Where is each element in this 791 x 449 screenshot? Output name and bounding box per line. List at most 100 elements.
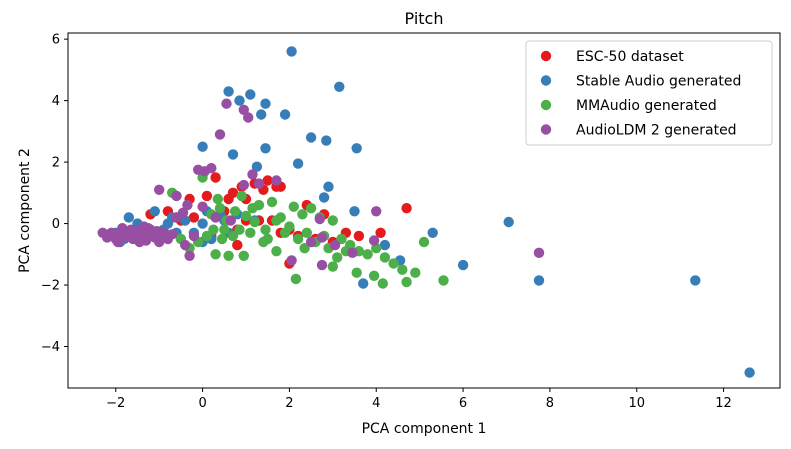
data-point <box>271 175 282 186</box>
data-point <box>349 206 360 217</box>
data-point <box>314 213 325 225</box>
data-point <box>240 210 252 222</box>
data-point <box>154 184 165 195</box>
data-point <box>379 252 391 263</box>
data-point <box>351 143 362 154</box>
data-point <box>266 196 278 208</box>
legend-label: AudioLDM 2 generated <box>576 123 737 139</box>
data-point <box>336 233 347 245</box>
data-point <box>245 227 256 238</box>
series-3 <box>97 98 545 271</box>
data-point <box>418 236 430 248</box>
data-point <box>316 259 328 271</box>
chart-title: Pitch <box>405 9 444 28</box>
data-point <box>249 216 260 228</box>
y-tick-label: −4 <box>41 340 60 355</box>
data-point <box>214 203 226 214</box>
data-point <box>297 209 308 220</box>
data-point <box>260 143 271 154</box>
data-point <box>134 236 145 248</box>
y-tick-label: 2 <box>52 156 60 171</box>
data-point <box>401 276 412 288</box>
x-tick-label: 0 <box>198 396 206 411</box>
data-point <box>305 203 317 214</box>
data-point <box>149 206 160 217</box>
data-point <box>182 199 193 211</box>
data-point <box>292 158 304 169</box>
data-point <box>167 229 178 240</box>
data-point <box>210 249 221 260</box>
x-tick-label: 8 <box>546 396 554 411</box>
legend-marker <box>540 124 552 135</box>
data-point <box>151 226 163 237</box>
data-point <box>410 267 421 278</box>
data-point <box>286 46 297 57</box>
data-point <box>457 259 469 271</box>
data-point <box>251 161 263 172</box>
legend-label: MMAudio generated <box>576 98 717 114</box>
data-point <box>275 212 286 223</box>
data-point <box>256 109 267 120</box>
y-tick-label: −2 <box>41 279 60 294</box>
plot-frame <box>67 32 781 389</box>
legend-label: ESC-50 dataset <box>576 49 684 65</box>
data-point <box>329 239 341 251</box>
data-point <box>238 250 249 261</box>
legend-marker <box>540 75 552 86</box>
data-point <box>438 275 449 286</box>
data-point <box>286 255 297 266</box>
data-point <box>232 239 243 251</box>
data-point <box>219 224 230 235</box>
data-point <box>210 172 221 183</box>
data-point <box>253 178 265 189</box>
x-tick-label: 2 <box>285 396 293 411</box>
data-point <box>199 166 210 177</box>
x-tick-label: 6 <box>459 396 467 411</box>
data-point <box>247 169 258 180</box>
data-point <box>260 98 271 109</box>
data-point <box>229 206 241 217</box>
data-point <box>377 278 388 289</box>
data-point <box>171 190 182 202</box>
data-point <box>197 218 208 229</box>
data-point <box>112 236 124 248</box>
y-axis: −4 −2 0 2 4 6 <box>41 33 68 355</box>
x-tick-label: 4 <box>372 396 380 411</box>
data-point <box>379 239 391 251</box>
data-point <box>117 223 128 234</box>
data-point <box>208 224 219 235</box>
data-point <box>197 141 208 152</box>
data-point <box>368 235 380 246</box>
data-point <box>284 221 295 232</box>
y-tick-label: 0 <box>52 217 60 232</box>
data-point <box>234 95 245 106</box>
data-point <box>123 212 134 223</box>
data-point <box>210 212 221 223</box>
legend-marker <box>540 50 552 62</box>
data-point <box>321 135 332 146</box>
legend-label: Stable Audio generated <box>576 74 741 90</box>
data-point <box>327 215 338 226</box>
data-point <box>503 216 514 228</box>
data-point <box>316 232 328 243</box>
data-point <box>197 201 208 212</box>
data-point <box>236 190 247 202</box>
data-point <box>358 278 369 289</box>
data-point <box>690 275 701 286</box>
data-point <box>227 230 239 242</box>
data-point <box>271 246 282 257</box>
x-axis-label: PCA component 1 <box>362 421 487 437</box>
data-point <box>299 243 310 254</box>
data-point <box>388 258 399 269</box>
y-tick-label: 4 <box>52 94 60 109</box>
data-point <box>243 112 254 123</box>
data-point <box>214 129 226 140</box>
data-point <box>234 224 245 235</box>
data-point <box>262 175 273 186</box>
data-point <box>221 98 232 109</box>
data-point <box>318 192 330 203</box>
data-point <box>125 224 137 235</box>
data-point <box>247 203 258 214</box>
y-tick-label: 6 <box>52 33 60 48</box>
